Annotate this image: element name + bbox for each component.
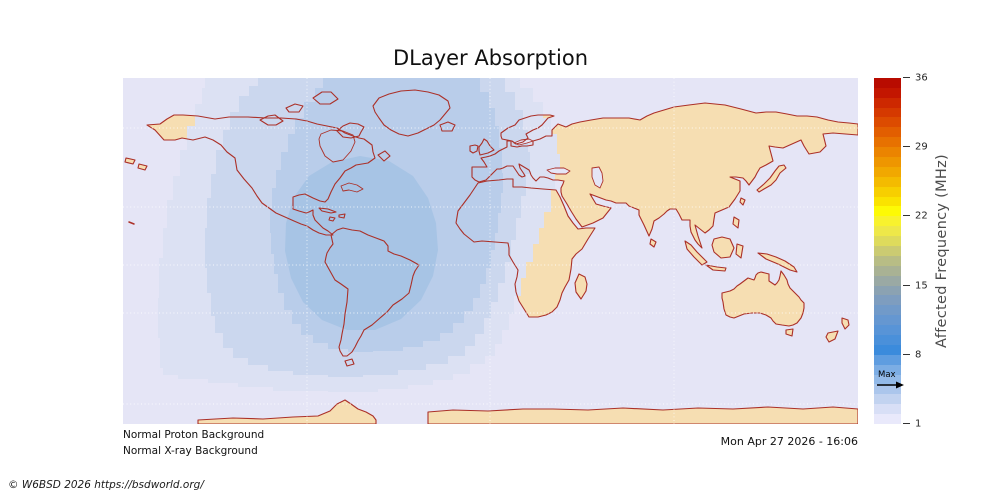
colorbar-band bbox=[874, 265, 901, 276]
colorbar-band bbox=[874, 97, 901, 108]
colorbar-band bbox=[874, 156, 901, 167]
tick-mark bbox=[903, 146, 910, 148]
colorbar-band bbox=[874, 166, 901, 177]
lake-great-lakes bbox=[340, 182, 364, 193]
colorbar-band bbox=[874, 226, 901, 237]
page-title: DLayer Absorption bbox=[392, 46, 589, 70]
island-hawaii bbox=[128, 221, 135, 225]
absorption-overlay bbox=[158, 78, 560, 392]
lake-caspian-sea bbox=[591, 166, 604, 189]
tick-mark bbox=[903, 423, 910, 425]
colorbar-band bbox=[874, 334, 901, 345]
colorbar-gradient bbox=[874, 77, 901, 424]
colorbar-band bbox=[874, 236, 901, 246]
colorbar-band bbox=[874, 384, 901, 395]
colorbar-band bbox=[874, 354, 901, 365]
xray-status-line: Normal X-ray Background bbox=[123, 444, 258, 457]
tick-mark bbox=[903, 354, 910, 356]
colorbar-band bbox=[874, 206, 901, 217]
status-text: Normal Proton Background Normal X-ray Ba… bbox=[123, 428, 264, 459]
max-annotation-label: Max bbox=[878, 370, 896, 380]
colorbar-band bbox=[874, 176, 901, 187]
graticule bbox=[123, 78, 858, 424]
colorbar-band bbox=[874, 77, 901, 88]
coastlines bbox=[124, 89, 858, 424]
proton-status-line: Normal Proton Background bbox=[123, 429, 265, 441]
colorbar-band bbox=[874, 107, 901, 118]
colorbar-band bbox=[874, 364, 901, 375]
lake-black-sea bbox=[546, 167, 571, 175]
colorbar-band bbox=[874, 285, 901, 296]
colorbar-band bbox=[874, 374, 901, 385]
timestamp: Mon Apr 27 2026 - 16:06 bbox=[720, 435, 858, 448]
colorbar-band bbox=[874, 117, 901, 128]
colorbar-band bbox=[874, 305, 901, 316]
colorbar-band bbox=[874, 196, 901, 207]
colorbar-band bbox=[874, 147, 901, 157]
max-arrow-icon bbox=[877, 381, 904, 389]
colorbar-band bbox=[874, 127, 901, 138]
colorbar-band bbox=[874, 315, 901, 326]
tick-mark bbox=[903, 285, 910, 287]
copyright-notice: © W6BSD 2026 https://bsdworld.org/ bbox=[8, 479, 204, 491]
colorbar-axis-label: Affected Frequency (MHz) bbox=[934, 154, 951, 348]
world-map bbox=[123, 78, 858, 424]
colorbar-band bbox=[874, 245, 901, 256]
colorbar-band bbox=[874, 87, 901, 98]
colorbar-band bbox=[874, 255, 901, 266]
lakes bbox=[318, 129, 604, 193]
colorbar-band bbox=[874, 275, 901, 286]
tick-mark bbox=[903, 77, 910, 79]
colorbar-band bbox=[874, 404, 901, 415]
absorption-level-4 bbox=[285, 156, 438, 330]
colorbar-band bbox=[874, 414, 901, 424]
world-map-svg bbox=[123, 78, 858, 424]
colorbar-band bbox=[874, 137, 901, 148]
colorbar-tick-label: 1 bbox=[915, 418, 922, 430]
max-annotation: Max bbox=[875, 370, 905, 390]
colorbar-band bbox=[874, 344, 901, 355]
colorbar-band bbox=[874, 216, 901, 227]
colorbar-band bbox=[874, 325, 901, 335]
colorbar-band bbox=[874, 295, 901, 306]
colorbar-tick-label: 8 bbox=[915, 349, 922, 361]
tick-mark bbox=[903, 215, 910, 217]
colorbar-band bbox=[874, 394, 901, 405]
colorbar-band bbox=[874, 186, 901, 197]
